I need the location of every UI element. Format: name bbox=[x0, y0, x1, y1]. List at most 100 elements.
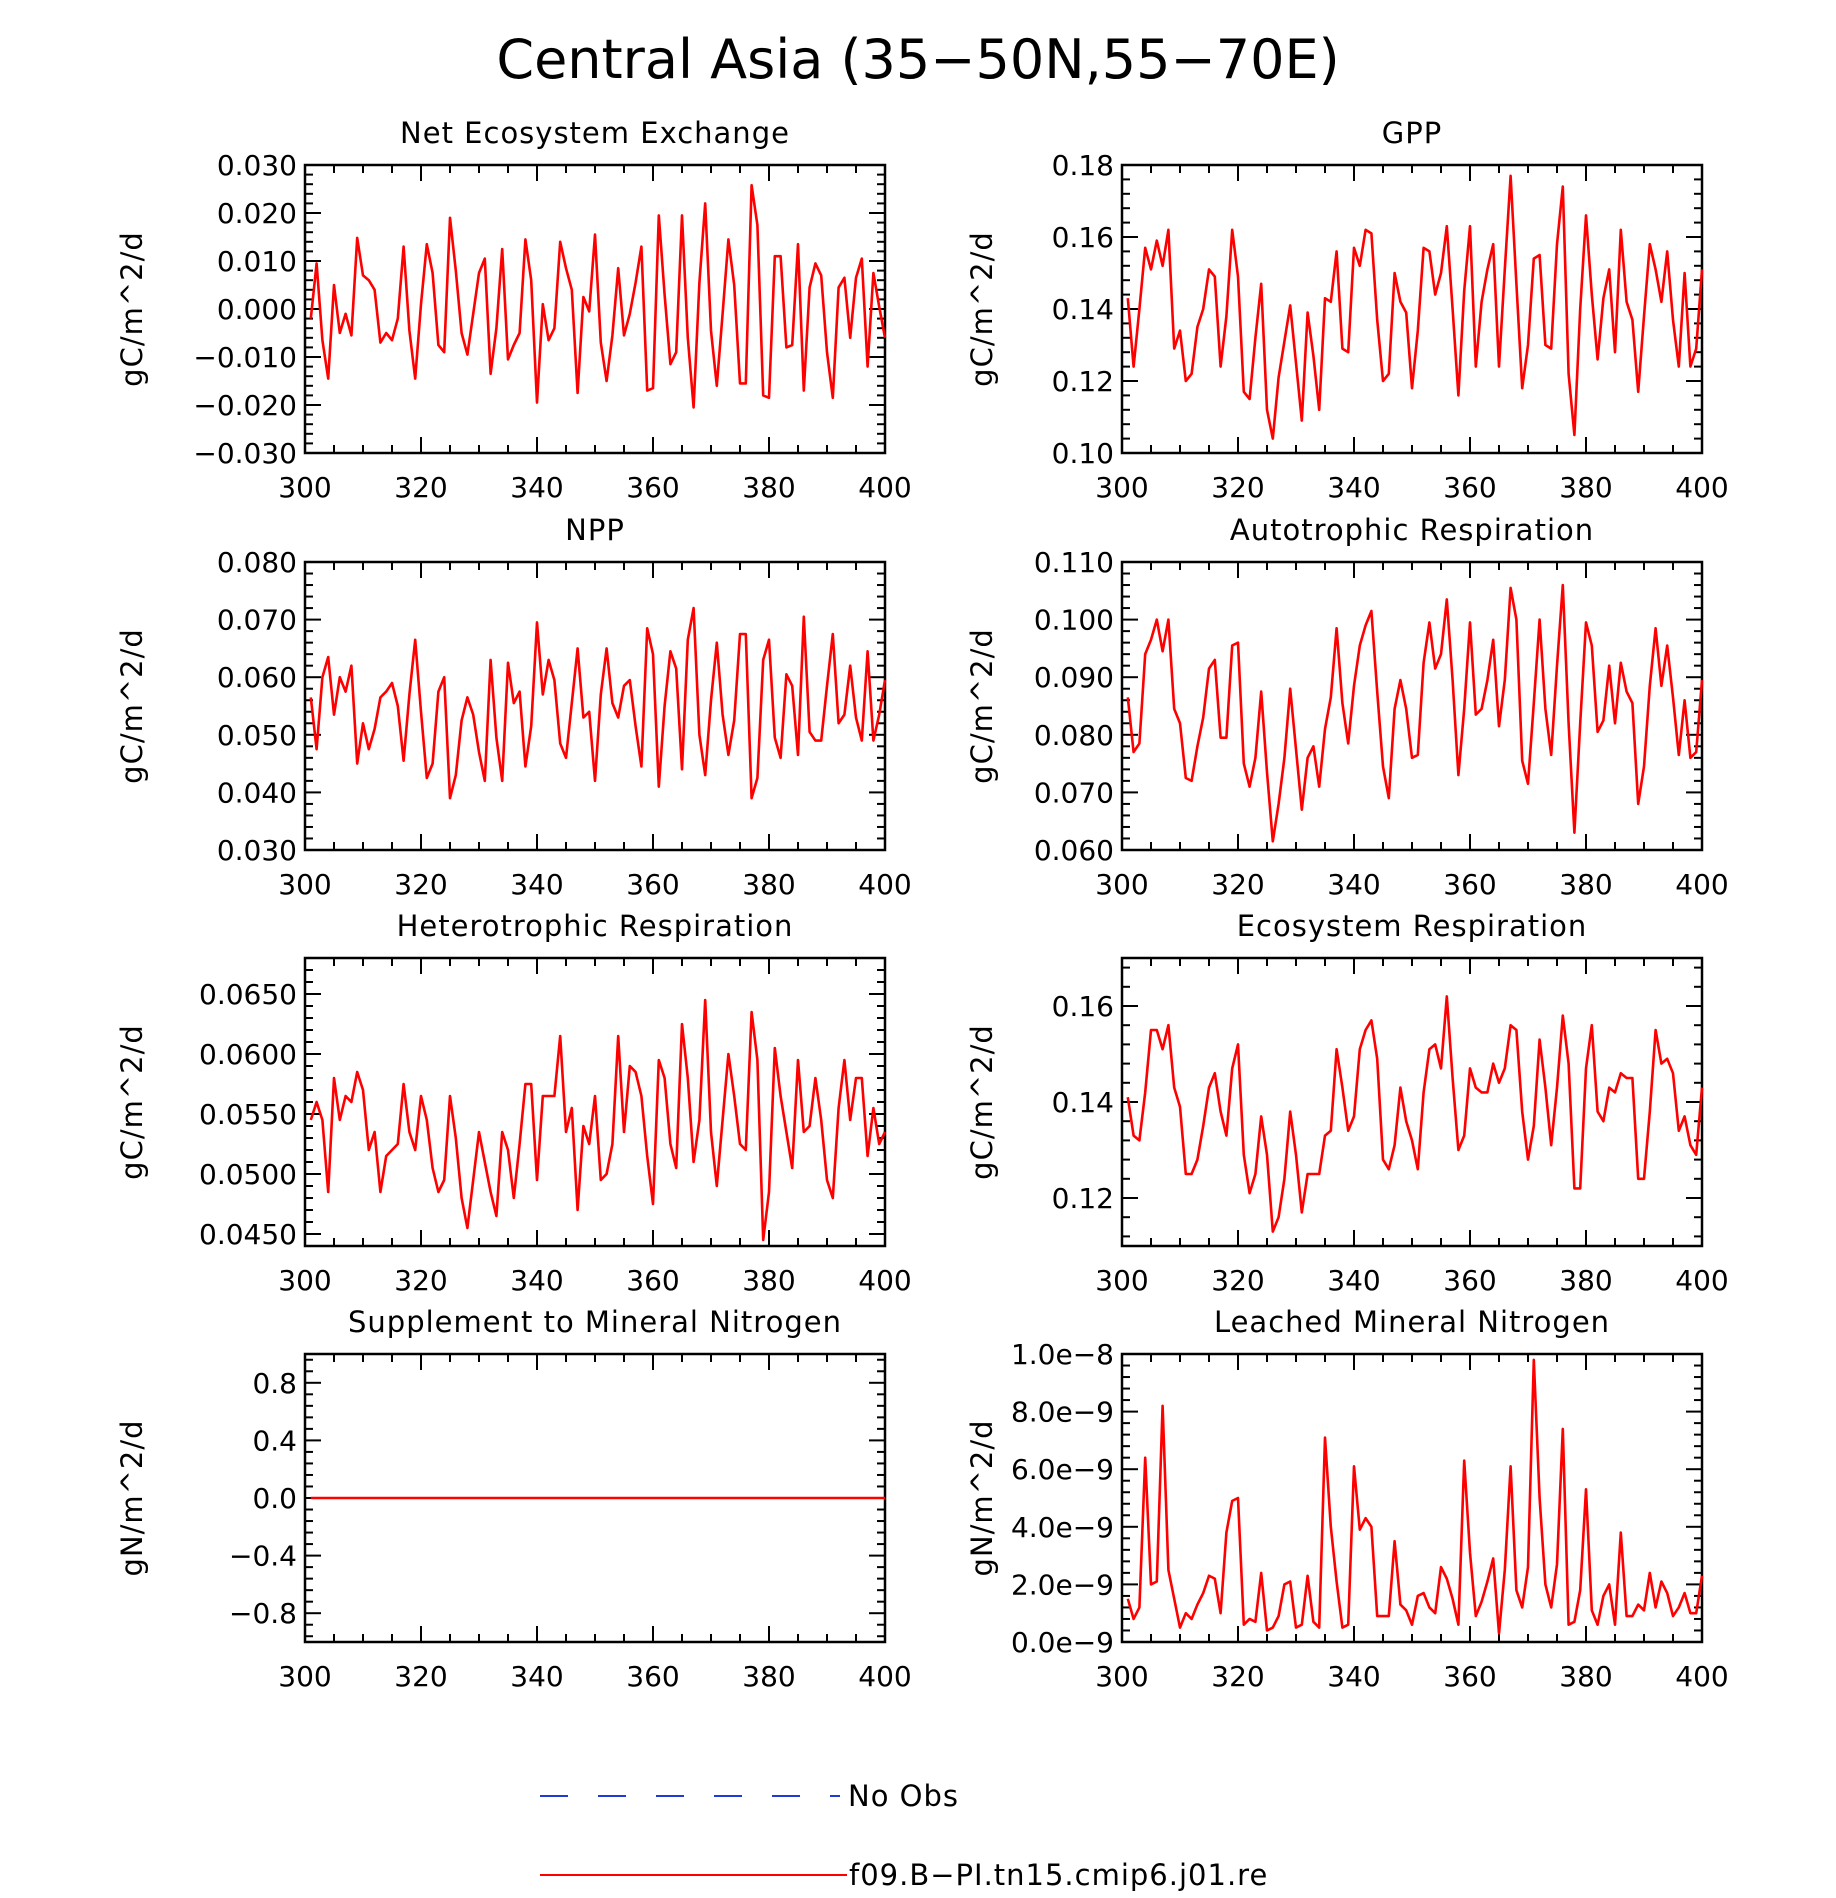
y-tick-label: 0.16 bbox=[1052, 221, 1114, 254]
x-tick-label: 380 bbox=[742, 868, 795, 901]
x-tick-label: 300 bbox=[278, 1660, 331, 1693]
series-line bbox=[309, 998, 887, 1242]
y-tick-label: 0.14 bbox=[1052, 1086, 1114, 1119]
x-tick-label: 380 bbox=[1559, 1264, 1612, 1297]
x-tick-label: 320 bbox=[1211, 471, 1264, 504]
panel-title: Leached Mineral Nitrogen bbox=[1214, 1305, 1610, 1339]
plot-frame bbox=[303, 163, 887, 455]
y-tick-label: −0.8 bbox=[229, 1597, 297, 1630]
x-tick-label: 300 bbox=[278, 1264, 331, 1297]
chart-panel-3: 300 320 340 360 380 400 0.030 0.040 0.050 0.060 0.… bbox=[115, 513, 912, 901]
y-tick-label: 0.12 bbox=[1052, 1182, 1114, 1215]
legend-model-label: f09.B−PI.tn15.cmip6.j01.re bbox=[849, 1858, 1268, 1892]
x-tick-label: 360 bbox=[626, 868, 679, 901]
x-tick-label: 380 bbox=[1559, 868, 1612, 901]
panel-title: Supplement to Mineral Nitrogen bbox=[348, 1305, 842, 1339]
chart-panel-5: 300 320 340 360 380 400 0.0450 0.0500 0.0550 0.06… bbox=[115, 909, 912, 1297]
y-tick-label: −0.4 bbox=[229, 1540, 297, 1573]
chart-panel-4: 300 320 340 360 380 400 0.060 0.070 0.080 0.090 0.… bbox=[965, 513, 1729, 901]
y-tick-label: 0.16 bbox=[1052, 990, 1114, 1023]
y-tick-label: 0.12 bbox=[1052, 365, 1114, 398]
x-tick-label: 300 bbox=[1095, 868, 1148, 901]
chart-panel-2: 300 320 340 360 380 400 0.10 0.12 0.14 0.16 0.18 GP… bbox=[965, 116, 1729, 504]
chart-panel-6: 300 320 340 360 380 400 0.12 0.14 0.16 Ecosystem … bbox=[965, 909, 1729, 1297]
y-tick-label: 0.18 bbox=[1052, 149, 1114, 182]
x-tick-label: 400 bbox=[858, 1660, 911, 1693]
y-tick-label: 0.070 bbox=[217, 604, 297, 637]
y-tick-label: 0.0650 bbox=[199, 978, 297, 1011]
x-tick-label: 400 bbox=[858, 471, 911, 504]
y-tick-label: 0.000 bbox=[217, 293, 297, 326]
x-tick-label: 300 bbox=[278, 471, 331, 504]
y-tick-label: 0.050 bbox=[217, 719, 297, 752]
chart-panels: 300 320 340 360 380 400−0.030−0.020−0.0100.00… bbox=[115, 116, 1729, 1693]
x-tick-label: 340 bbox=[1327, 868, 1380, 901]
x-tick-label: 400 bbox=[1675, 1660, 1728, 1693]
x-tick-label: 360 bbox=[1443, 1264, 1496, 1297]
x-tick-label: 300 bbox=[278, 868, 331, 901]
x-tick-label: 320 bbox=[394, 868, 447, 901]
x-tick-label: 400 bbox=[1675, 471, 1728, 504]
y-tick-label: 0.0 bbox=[252, 1482, 297, 1515]
y-tick-label: 0.030 bbox=[217, 834, 297, 867]
y-tick-label: 0.100 bbox=[1034, 604, 1114, 637]
y-tick-label: 0.010 bbox=[217, 245, 297, 278]
y-tick-label: 0.030 bbox=[217, 149, 297, 182]
series-line bbox=[1126, 174, 1704, 440]
y-tick-label: 1.0e−8 bbox=[1011, 1338, 1114, 1371]
y-tick-label: 0.0600 bbox=[199, 1038, 297, 1071]
x-tick-label: 360 bbox=[626, 1264, 679, 1297]
x-tick-label: 320 bbox=[1211, 1660, 1264, 1693]
x-tick-label: 320 bbox=[394, 471, 447, 504]
x-tick-label: 340 bbox=[1327, 1660, 1380, 1693]
x-tick-label: 340 bbox=[510, 1264, 563, 1297]
y-tick-label: 0.080 bbox=[1034, 719, 1114, 752]
y-tick-label: −0.020 bbox=[193, 389, 297, 422]
y-tick-label: 0.8 bbox=[252, 1367, 297, 1400]
x-tick-label: 380 bbox=[742, 1660, 795, 1693]
x-tick-label: 340 bbox=[510, 868, 563, 901]
x-tick-label: 320 bbox=[394, 1660, 447, 1693]
y-tick-label: 0.060 bbox=[1034, 834, 1114, 867]
y-axis-label: gC/m^2/d bbox=[965, 628, 999, 784]
x-tick-label: 340 bbox=[1327, 471, 1380, 504]
y-tick-label: −0.010 bbox=[193, 341, 297, 374]
x-tick-label: 360 bbox=[626, 1660, 679, 1693]
x-tick-label: 320 bbox=[1211, 868, 1264, 901]
y-axis-label: gC/m^2/d bbox=[965, 231, 999, 387]
x-tick-label: 400 bbox=[1675, 868, 1728, 901]
y-tick-label: 0.090 bbox=[1034, 661, 1114, 694]
panel-title: NPP bbox=[565, 513, 625, 547]
x-tick-label: 380 bbox=[1559, 1660, 1612, 1693]
series-line bbox=[1126, 995, 1704, 1233]
y-tick-label: 0.0550 bbox=[199, 1098, 297, 1131]
x-tick-label: 360 bbox=[1443, 471, 1496, 504]
panel-title: Net Ecosystem Exchange bbox=[400, 116, 790, 150]
series-line bbox=[309, 183, 887, 409]
y-tick-label: 0.060 bbox=[217, 661, 297, 694]
y-tick-label: 0.070 bbox=[1034, 776, 1114, 809]
plot-frame bbox=[303, 560, 887, 852]
y-tick-label: 6.0e−9 bbox=[1011, 1453, 1114, 1486]
chart-panel-8: 300 320 340 360 380 400 0.0e−9 2.0e−9 4.0e−9 6.0e… bbox=[965, 1305, 1729, 1693]
x-tick-label: 340 bbox=[510, 1660, 563, 1693]
y-tick-label: 4.0e−9 bbox=[1011, 1511, 1114, 1544]
x-tick-label: 300 bbox=[1095, 1264, 1148, 1297]
y-tick-label: 0.0500 bbox=[199, 1158, 297, 1191]
y-tick-label: 0.020 bbox=[217, 197, 297, 230]
plot-frame bbox=[1120, 163, 1704, 455]
x-tick-label: 360 bbox=[1443, 1660, 1496, 1693]
panel-title: Heterotrophic Respiration bbox=[397, 909, 794, 943]
plot-frame bbox=[1120, 1352, 1704, 1644]
y-tick-label: 8.0e−9 bbox=[1011, 1396, 1114, 1429]
x-tick-label: 320 bbox=[1211, 1264, 1264, 1297]
y-tick-label: 0.040 bbox=[217, 776, 297, 809]
chart-panel-1: 300 320 340 360 380 400 −0.030 −0.020 −0.010 0.00… bbox=[115, 116, 912, 504]
x-tick-label: 380 bbox=[742, 471, 795, 504]
x-tick-label: 360 bbox=[1443, 868, 1496, 901]
panel-title: Ecosystem Respiration bbox=[1237, 909, 1588, 943]
x-tick-label: 300 bbox=[1095, 471, 1148, 504]
y-tick-label: 0.4 bbox=[252, 1424, 297, 1457]
chart-panel-7: 300 320 340 360 380 400 −0.8 −0.4 0.0 0.4 0.8 Suppl… bbox=[115, 1305, 912, 1693]
